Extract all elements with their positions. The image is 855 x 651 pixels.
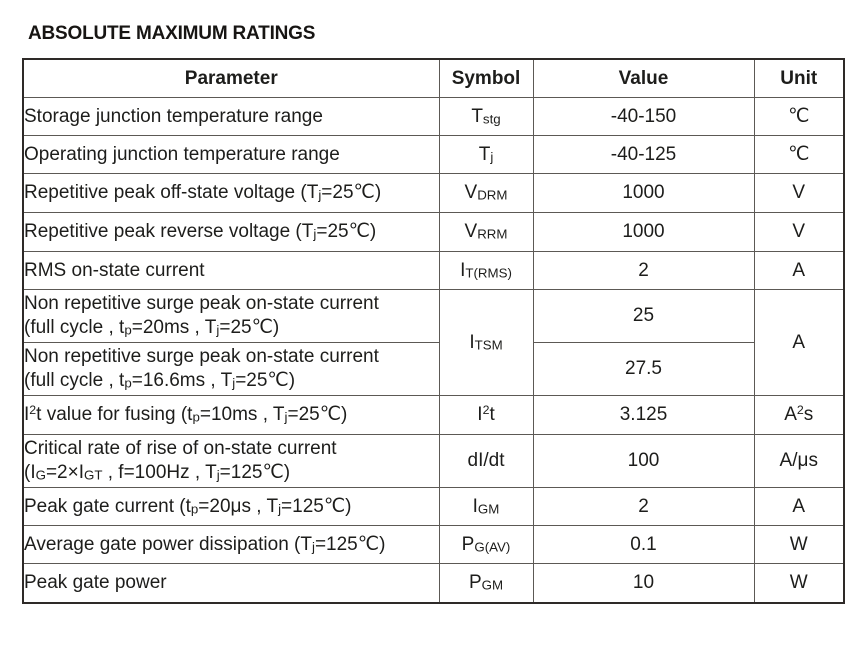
table-row-storage-temp: Storage junction temperature range Tstg … bbox=[22, 97, 845, 136]
parameter-cell: Repetitive peak reverse voltage (Tj=25℃) bbox=[22, 212, 440, 252]
table-row-pgav: Average gate power dissipation (Tj=125℃)… bbox=[22, 525, 845, 564]
table-row-vrrm: Repetitive peak reverse voltage (Tj=25℃)… bbox=[22, 212, 845, 252]
value-cell: 0.1 bbox=[532, 525, 755, 564]
unit-cell: A/μs bbox=[753, 434, 845, 488]
unit-cell: A bbox=[753, 487, 845, 526]
value-cell: 100 bbox=[532, 434, 755, 488]
value-cell: 3.125 bbox=[532, 395, 755, 435]
symbol-cell: VRRM bbox=[438, 212, 534, 252]
parameter-cell: RMS on-state current bbox=[22, 251, 440, 290]
parameter-cell: Operating junction temperature range bbox=[22, 135, 440, 174]
symbol-cell: PG(AV) bbox=[438, 525, 534, 564]
value-cell: -40-150 bbox=[532, 97, 755, 136]
unit-cell: W bbox=[753, 563, 845, 603]
header-row: Parameter Symbol Value Unit bbox=[22, 58, 845, 98]
parameter-cell: Repetitive peak off-state voltage (Tj=25… bbox=[22, 173, 440, 213]
table-row-pgm: Peak gate power PGM 10 W bbox=[22, 563, 845, 603]
column-header-unit: Unit bbox=[753, 58, 845, 98]
value-cell: 2 bbox=[532, 251, 755, 290]
unit-cell: ℃ bbox=[753, 97, 845, 136]
unit-cell-itsm: A bbox=[753, 289, 845, 396]
symbol-cell: dI/dt bbox=[438, 434, 534, 488]
symbol-cell: IT(RMS) bbox=[438, 251, 534, 290]
table-row-itrms: RMS on-state current IT(RMS) 2 A bbox=[22, 251, 845, 290]
table-row-igm: Peak gate current (tp=20μs , Tj=125℃) IG… bbox=[22, 487, 845, 526]
value-cell: 1000 bbox=[532, 212, 755, 252]
parameter-cell: Peak gate power bbox=[22, 563, 440, 603]
unit-cell: ℃ bbox=[753, 135, 845, 174]
value-cell: 25 bbox=[532, 289, 755, 343]
value-cell: -40-125 bbox=[532, 135, 755, 174]
parameter-cell: Non repetitive surge peak on-state curre… bbox=[22, 289, 440, 343]
unit-cell: A bbox=[753, 251, 845, 290]
table-row-itsm-20ms: Non repetitive surge peak on-state curre… bbox=[22, 289, 845, 396]
unit-cell: V bbox=[753, 212, 845, 252]
column-header-symbol: Symbol bbox=[438, 58, 534, 98]
table-row-itsm-16ms: Non repetitive surge peak on-state curre… bbox=[22, 342, 844, 396]
value-cell: 1000 bbox=[532, 173, 755, 213]
table-row-vdrm: Repetitive peak off-state voltage (Tj=25… bbox=[22, 173, 845, 213]
symbol-cell: Tj bbox=[438, 135, 534, 174]
parameter-cell: Non repetitive surge peak on-state curre… bbox=[22, 342, 440, 396]
symbol-cell: IGM bbox=[438, 487, 534, 526]
symbol-cell: Tstg bbox=[438, 97, 534, 136]
parameter-cell: Storage junction temperature range bbox=[22, 97, 440, 136]
symbol-cell: PGM bbox=[438, 563, 534, 603]
parameter-cell: I2t value for fusing (tp=10ms , Tj=25℃) bbox=[22, 395, 440, 435]
value-cell: 2 bbox=[532, 487, 755, 526]
value-cell: 27.5 bbox=[532, 342, 755, 396]
unit-cell: W bbox=[753, 525, 845, 564]
table-row-i2t: I2t value for fusing (tp=10ms , Tj=25℃) … bbox=[22, 395, 845, 435]
table-row-didt: Critical rate of rise of on-state curren… bbox=[22, 434, 845, 488]
parameter-cell: Critical rate of rise of on-state curren… bbox=[22, 434, 440, 488]
parameter-cell: Peak gate current (tp=20μs , Tj=125℃) bbox=[22, 487, 440, 526]
column-header-parameter: Parameter bbox=[22, 58, 440, 98]
table-row-operating-temp: Operating junction temperature range Tj … bbox=[22, 135, 845, 174]
unit-cell: A2s bbox=[753, 395, 845, 435]
parameter-cell: Average gate power dissipation (Tj=125℃) bbox=[22, 525, 440, 564]
value-cell: 10 bbox=[532, 563, 755, 603]
absolute-maximum-ratings-table: Parameter Symbol Value Unit Storage junc… bbox=[22, 58, 845, 604]
column-header-value: Value bbox=[532, 58, 755, 98]
unit-cell: V bbox=[753, 173, 845, 213]
page-title: ABSOLUTE MAXIMUM RATINGS bbox=[28, 23, 316, 44]
symbol-cell-itsm: ITSM bbox=[438, 289, 534, 396]
symbol-cell: VDRM bbox=[438, 173, 534, 213]
symbol-cell: I2t bbox=[438, 395, 534, 435]
